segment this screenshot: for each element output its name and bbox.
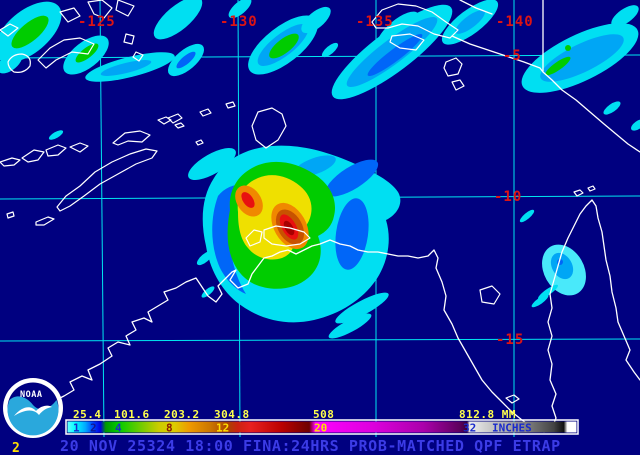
noaa-logo: NOAA — [3, 378, 63, 438]
inch-scale-labels: 1 2 4 8 12 20 32 INCHES — [73, 422, 532, 435]
mm-label: 508 — [313, 408, 334, 421]
grid-labels: -125 -130 -135 -140 -5 -10 -15 — [78, 14, 534, 348]
lon-label-125: -125 — [78, 14, 116, 30]
lon-label-140: -140 — [496, 14, 534, 30]
lat-label-10: -10 — [494, 189, 522, 205]
colorbar-border — [65, 419, 579, 435]
mm-label: 203.2 — [164, 408, 200, 421]
lat-label-5: -5 — [503, 48, 522, 64]
precip-colorbar: 25.4 101.6 203.2 304.8 508 812.8 MM 1 2 … — [65, 408, 579, 435]
noaa-logo-swoosh — [7, 396, 59, 436]
footer-bar — [0, 437, 640, 455]
australia-coastline — [0, 199, 640, 455]
new-guinea-south-coast — [451, 35, 640, 153]
corner-mark: 2 — [12, 441, 20, 455]
bathurst-island — [245, 229, 263, 247]
mm-scale-labels: 25.4 101.6 203.2 304.8 508 812.8 MM — [73, 408, 516, 421]
inch-label: 12 — [216, 422, 229, 435]
lon-label-130: -130 — [220, 14, 258, 30]
lat-label-15: -15 — [496, 332, 524, 348]
inch-label: 4 — [115, 422, 122, 435]
colorbar-gradient — [67, 421, 577, 433]
island-outline — [0, 23, 19, 37]
precipitation-field — [0, 0, 640, 339]
noaa-logo-text: NOAA — [20, 390, 42, 400]
melville-island — [263, 225, 311, 247]
mm-label: 304.8 — [214, 408, 250, 421]
lon-label-135: -135 — [356, 14, 394, 30]
inch-label: 32 — [463, 422, 476, 435]
mm-label: 101.6 — [114, 408, 150, 421]
mm-label: 25.4 — [73, 408, 102, 421]
inch-label: 8 — [166, 422, 173, 435]
noaa-seagull-icon — [14, 405, 52, 416]
timor-outline — [56, 148, 158, 212]
mm-label: 812.8 MM — [459, 408, 516, 421]
inch-label: 20 — [314, 422, 327, 435]
inch-label: 2 — [90, 422, 97, 435]
inches-unit-label: INCHES — [492, 422, 532, 435]
footer-product-text: 20 NOV 25324 18:00 FINA:24HRS PROB-MATCH… — [60, 437, 561, 455]
inch-label: 1 — [73, 422, 80, 435]
